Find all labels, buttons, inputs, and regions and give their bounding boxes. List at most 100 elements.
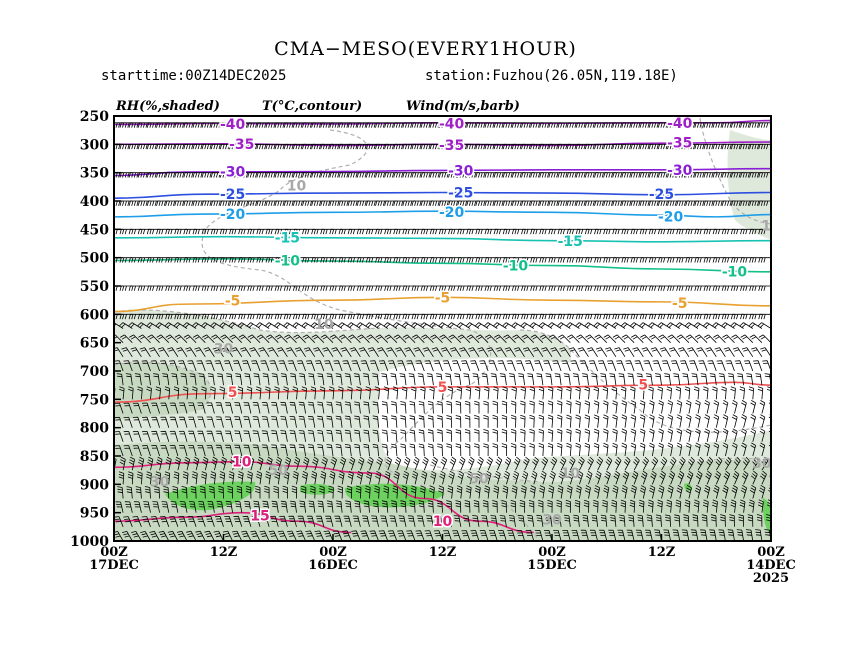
wind-barb	[639, 442, 646, 457]
wind-barb	[685, 122, 698, 128]
wind-barb	[557, 228, 571, 235]
wind-barb	[562, 530, 571, 541]
wind-barb	[566, 143, 580, 150]
wind-barb	[712, 499, 718, 513]
wind-barb	[755, 373, 763, 386]
wind-barb	[378, 530, 389, 541]
wind-barb	[326, 415, 334, 428]
wind-barb	[483, 429, 489, 442]
wind-barb	[255, 386, 262, 400]
wind-barb	[178, 402, 188, 414]
wind-barb	[575, 257, 589, 263]
wind-barb	[557, 143, 571, 150]
wind-barb	[457, 285, 470, 291]
wind-barb	[455, 500, 462, 513]
wind-barb	[621, 122, 635, 128]
wind-barb	[302, 172, 315, 178]
wind-barb	[475, 470, 483, 485]
wind-barb	[511, 322, 525, 329]
wind-barb	[258, 347, 270, 358]
wind-barb	[566, 257, 580, 263]
wind-barb	[408, 373, 416, 386]
wind-barb	[722, 485, 729, 499]
wind-barb	[639, 386, 645, 400]
wind-barb	[219, 172, 233, 178]
wind-barb	[201, 172, 215, 178]
wind-barb	[493, 386, 499, 400]
wind-barb	[256, 471, 262, 485]
wind-barb	[424, 360, 434, 372]
wind-barb	[134, 373, 142, 386]
wind-barb	[410, 485, 417, 499]
wind-barb	[167, 530, 179, 541]
wind-barb	[146, 313, 160, 320]
wind-barb	[393, 172, 406, 178]
wind-barb	[493, 313, 507, 320]
wind-barb	[192, 313, 206, 320]
wind-barb	[700, 529, 708, 541]
wind-barb	[247, 172, 260, 178]
wind-barb	[152, 501, 160, 513]
wind-barb	[136, 471, 143, 485]
wind-barb	[172, 486, 179, 499]
wind-barb	[225, 402, 233, 414]
wind-barb	[739, 499, 746, 513]
wind-barb	[522, 347, 535, 358]
wind-barb	[651, 456, 659, 471]
wind-barb	[192, 228, 206, 235]
wind-barb	[275, 456, 282, 471]
wind-barb	[530, 228, 543, 235]
wind-barb	[534, 360, 544, 372]
wind-barb	[114, 457, 117, 471]
wind-barb	[366, 334, 379, 343]
wind-barb	[571, 530, 580, 541]
wind-barb	[242, 360, 252, 372]
wind-barb	[620, 386, 627, 400]
wind-barb	[713, 334, 726, 343]
wind-barb	[676, 172, 689, 178]
x-tick-label: 12Z	[210, 545, 238, 560]
wind-barb	[426, 515, 434, 527]
y-axis: 2503003504004505005506006507007508008509…	[70, 109, 121, 550]
wind-barb	[532, 347, 544, 358]
rh-shade-high-5	[684, 483, 692, 491]
temp-contour-label: 5	[228, 385, 238, 401]
wind-barb	[123, 516, 133, 527]
wind-barb	[703, 200, 717, 206]
wind-barb	[639, 285, 653, 291]
wind-barb	[731, 334, 744, 343]
wind-barb	[411, 122, 425, 128]
wind-barb	[455, 429, 462, 442]
wind-barb	[473, 500, 480, 513]
wind-barb	[457, 257, 470, 263]
wind-barb	[119, 228, 133, 235]
wind-barb	[757, 322, 771, 329]
wind-barb	[713, 400, 720, 414]
wind-barb	[547, 443, 554, 457]
wind-barb	[594, 334, 608, 343]
wind-barb	[338, 172, 352, 178]
wind-barb	[338, 257, 352, 263]
wind-barb	[466, 143, 479, 150]
wind-barb	[448, 143, 461, 150]
wind-barb	[333, 360, 343, 372]
wind-barb	[741, 414, 747, 428]
wind-barb	[161, 501, 170, 513]
wind-barb	[229, 172, 242, 178]
wind-barb	[685, 313, 698, 320]
wind-barb	[740, 228, 753, 235]
wind-barb	[114, 360, 124, 372]
wind-barb	[138, 456, 145, 471]
wind-barb	[584, 428, 590, 442]
wind-barb	[342, 530, 352, 541]
wind-barb	[159, 360, 170, 372]
wind-barb	[271, 402, 279, 414]
wind-barb	[704, 442, 710, 457]
wind-barb	[338, 122, 352, 128]
wind-barb	[621, 285, 635, 291]
wind-barb	[439, 470, 446, 485]
wind-barb	[488, 530, 498, 541]
wind-barb	[695, 470, 703, 485]
wind-barb	[347, 200, 361, 206]
chart-title: CMA−MESO(EVERY1HOUR)	[274, 38, 577, 60]
